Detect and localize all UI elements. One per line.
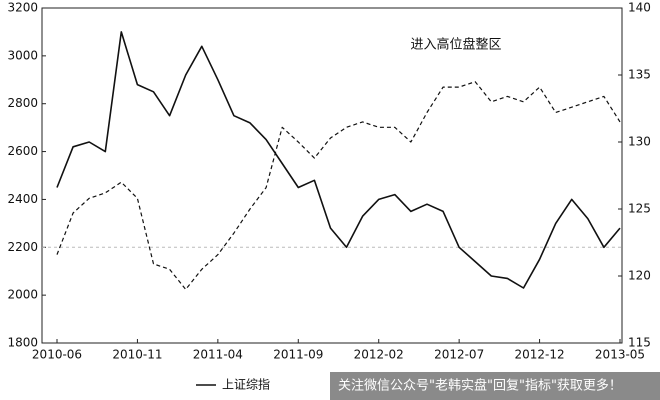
y2-tick-label: 135 (628, 68, 651, 82)
watermark: 关注微信公众号"老韩实盘"回复"指标"获取更多！ (338, 378, 622, 394)
x-tick-label: 2012-02 (354, 348, 404, 362)
y-tick-label: 2400 (7, 192, 38, 206)
y-tick-label: 2200 (7, 240, 38, 254)
x-tick-label: 2012-07 (434, 348, 484, 362)
y2-tick-label: 120 (628, 269, 651, 283)
x-tick-label: 2010-06 (32, 348, 82, 362)
x-tick-label: 2010-11 (112, 348, 162, 362)
x-tick-label: 2013-05 (595, 348, 645, 362)
y2-tick-label: 115 (628, 336, 651, 350)
y2-tick-label: 125 (628, 202, 651, 216)
y-tick-label: 3200 (7, 1, 38, 15)
series-line (56, 81, 621, 290)
x-tick-label: 2011-09 (273, 348, 323, 362)
watermark-bg (330, 372, 660, 400)
y-tick-label: 1800 (7, 336, 38, 350)
y2-tick-label: 140 (628, 1, 651, 15)
series-line (56, 31, 621, 289)
x-tick-label: 2012-12 (515, 348, 565, 362)
legend-label: 上证综指 (222, 377, 270, 392)
y-tick-label: 2600 (7, 144, 38, 158)
y-tick-label: 2000 (7, 288, 38, 302)
y-tick-label: 3000 (7, 48, 38, 62)
plot-frame (41, 7, 623, 344)
x-tick-label: 2011-04 (193, 348, 243, 362)
y2-tick-label: 130 (628, 135, 651, 149)
annotation: 进入高位盘整区 (410, 37, 501, 53)
y-tick-label: 2800 (7, 96, 38, 110)
